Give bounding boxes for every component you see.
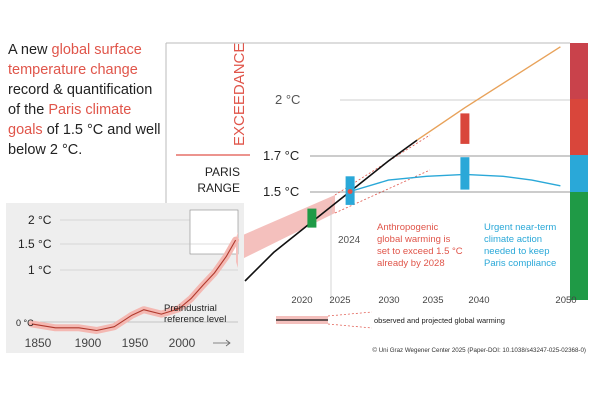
inset-time-arrow-icon [213,339,231,347]
anthropogenic-line-4: already by 2028 [377,258,445,269]
reference-label-1: Preindustrial [164,303,217,314]
main-x-axis: 2020 2025 2030 2035 2040 2050 [291,295,576,306]
level-1-7c-label: 1.7 °C [263,148,299,163]
year-markers [307,113,470,228]
headline-text-3: of 1.5 °C and well below 2 °C. [8,122,161,158]
x-tick-2040: 2040 [468,295,489,306]
inset-warming-line [31,239,237,332]
x-tick-2030: 2030 [378,295,399,306]
anthropogenic-line-2: global warming is [377,234,451,245]
paris-pathway-line [349,173,561,193]
x-tick-2025: 2025 [329,295,350,306]
paris-range-label-2: RANGE [197,181,240,195]
headline-highlight-1: global surface temperature change [8,42,142,78]
x-tick-2035: 2035 [422,295,443,306]
uncertainty-band [236,195,335,262]
crossing-point-2028 [347,189,353,194]
observed-warming-line [244,139,418,282]
strip-paris-range [570,155,588,192]
urgent-line-1: Urgent near-term [484,222,556,233]
strip-below-1-5 [570,192,588,300]
exceedance-label: EXCEEDANCE [231,43,248,146]
x-tick-2050: 2050 [555,295,576,306]
urgent-line-4: Paris compliance [484,258,556,269]
strip-exceedance [570,99,588,155]
headline-highlight-2: Paris climate goals [8,102,132,138]
headline-text-1: A new [8,42,52,58]
inset-x-tick-2000: 2000 [169,336,196,350]
annotation-anthropogenic: Anthropogenic global warming is set to e… [377,222,463,269]
inset-x-tick-1900: 1900 [75,336,102,350]
year-marker-2040-2 [460,157,470,190]
legend-cone-upper [327,311,373,317]
legend-label: observed and projected global warming [374,316,505,325]
projected-warming-line [416,46,561,141]
inset-y-tick-1c: 1 °C [28,263,52,277]
inset-y-tick-1-5c: 1.5 °C [18,237,52,251]
inset-y-axis: 2 °C 1.5 °C 1 °C 0 °C [16,213,52,328]
level-1-5c-label: 1.5 °C [263,184,299,199]
urgent-line-2: climate action [484,234,542,245]
copyright-note: © Uni Graz Wegener Center 2025 (Paper-DO… [372,347,586,354]
anthropogenic-line-3: set to exceed 1.5 °C [377,246,463,257]
strip-top-red [570,43,588,99]
range-cone-lower [334,169,431,214]
marker-2024-label: 2024 [338,235,361,246]
legend-cone-lower [327,323,373,329]
year-marker-2024-0 [307,208,317,228]
year-marker-2040-3 [460,113,470,144]
inset-x-tick-1950: 1950 [122,336,149,350]
level-2c-label: 2 °C [275,92,300,107]
paris-range-label-1: PARIS [205,165,240,179]
anthropogenic-line-1: Anthropogenic [377,222,439,233]
x-tick-2020: 2020 [291,295,312,306]
inset-y-tick-0c: 0 °C [16,318,34,328]
headline: A new global surface temperature change … [8,40,168,160]
inset-y-tick-2c: 2 °C [28,213,52,227]
inset-x-axis: 1850 1900 1950 2000 [25,336,196,350]
headline-text-2: record & quantification of the [8,82,153,118]
inset-x-tick-1850: 1850 [25,336,52,350]
annotation-urgent: Urgent near-term climate action needed t… [484,222,556,269]
reference-label-2: reference level [164,314,226,325]
urgent-line-3: needed to keep [484,246,550,257]
